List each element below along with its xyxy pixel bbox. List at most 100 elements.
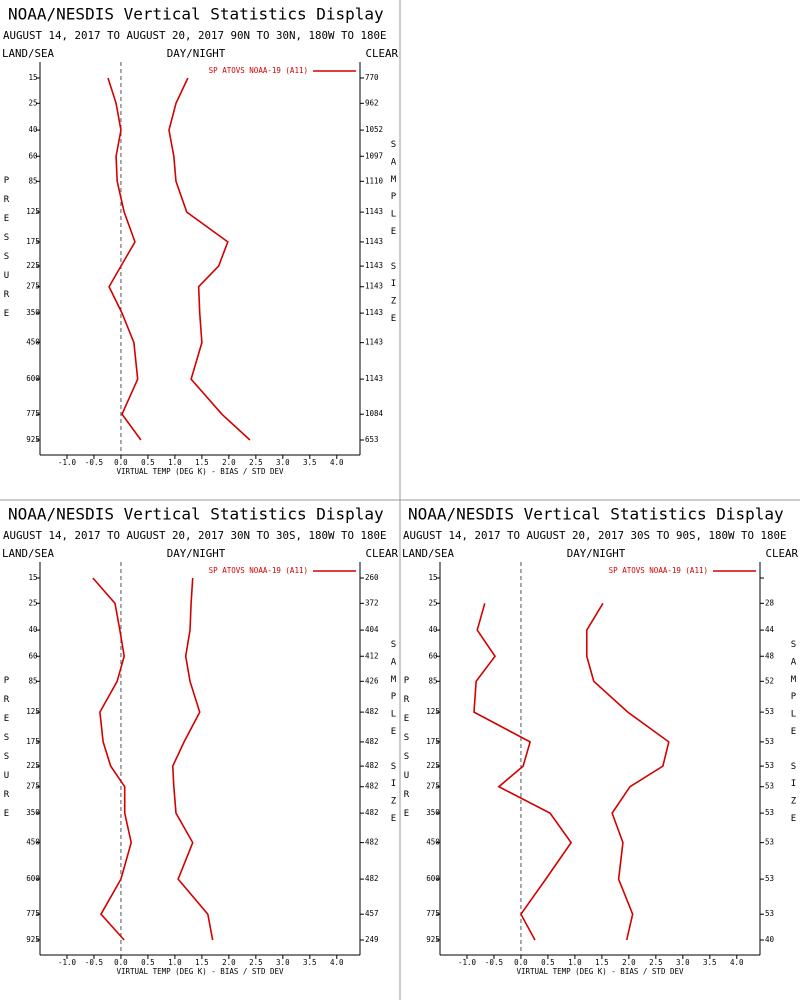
x-tick-label: 2.0 — [622, 958, 636, 967]
chart-subtitle: AUGUST 14, 2017 TO AUGUST 20, 2017 30S T… — [403, 529, 787, 542]
sample-size-label: 260 — [365, 573, 379, 582]
y-tick-label: 85 — [428, 676, 437, 685]
y-tick-label: 450 — [426, 838, 440, 847]
clear-label: CLEAR — [365, 47, 398, 60]
x-tick-label: 3.5 — [303, 458, 317, 467]
panel: NOAA/NESDIS Vertical Statistics Display A… — [2, 5, 399, 477]
std-dev-line — [585, 602, 670, 941]
sample-size-label: 1143 — [365, 338, 383, 347]
sample-size-label: 53 — [765, 737, 774, 746]
chart-title: NOAA/NESDIS Vertical Statistics Display — [8, 5, 384, 24]
x-tick-label: 2.0 — [222, 958, 236, 967]
y-axis-label: PRESSURE — [2, 176, 12, 328]
x-tick-label: 1.0 — [168, 458, 182, 467]
y-tick-label: 15 — [28, 573, 37, 582]
day-night-label: DAY/NIGHT — [567, 547, 626, 560]
y-tick-label: 40 — [28, 125, 38, 134]
x-tick-label: 4.0 — [730, 958, 744, 967]
sample-size-label: 1143 — [365, 374, 383, 383]
x-tick-label: 3.5 — [703, 958, 717, 967]
bias-line — [92, 577, 133, 941]
chart-subtitle: AUGUST 14, 2017 TO AUGUST 20, 2017 30N T… — [3, 529, 387, 542]
sample-size-label: 404 — [365, 625, 379, 634]
legend-label: SP ATOVS NOAA-19 (A11) — [209, 566, 308, 575]
y-tick-label: 25 — [28, 598, 37, 607]
x-tick-label: -1.0 — [58, 458, 77, 467]
x-tick-label: 1.5 — [595, 958, 609, 967]
y-axis-label: PRESSURE — [2, 676, 12, 828]
x-tick-label: 4.0 — [330, 458, 344, 467]
sample-size-label: 457 — [365, 909, 379, 918]
panel: NOAA/NESDIS Vertical Statistics Display A… — [402, 505, 799, 977]
sample-size-label: 1143 — [365, 282, 383, 291]
x-tick-label: 0.0 — [514, 958, 528, 967]
y-tick-label: 775 — [426, 909, 440, 918]
x-tick-label: 1.5 — [195, 458, 209, 467]
sample-size-label: 48 — [765, 651, 775, 660]
y-tick-label: 925 — [26, 435, 40, 444]
legend-label: SP ATOVS NOAA-19 (A11) — [609, 566, 708, 575]
sample-size-label: 482 — [365, 782, 379, 791]
x-tick-label: -1.0 — [458, 958, 477, 967]
y-tick-label: 775 — [26, 409, 40, 418]
y-tick-label: 85 — [28, 176, 37, 185]
sample-size-label: 962 — [365, 98, 379, 107]
x-tick-label: 3.0 — [676, 958, 690, 967]
y-tick-label: 225 — [26, 761, 40, 770]
x-axis-label: VIRTUAL TEMP (DEG K) - BIAS / STD DEV — [516, 967, 684, 976]
x-tick-label: -0.5 — [85, 958, 103, 967]
sample-size-label: 482 — [365, 737, 379, 746]
x-axis-label: VIRTUAL TEMP (DEG K) - BIAS / STD DEV — [116, 467, 284, 476]
y-tick-label: 60 — [28, 651, 38, 660]
x-tick-label: -0.5 — [485, 958, 503, 967]
x-tick-label: 0.0 — [114, 958, 128, 967]
sample-size-label: 53 — [765, 808, 774, 817]
sample-size-label: 426 — [365, 676, 379, 685]
sample-size-label: 1110 — [365, 176, 384, 185]
x-tick-label: 0.5 — [541, 958, 555, 967]
y-tick-label: 600 — [26, 874, 40, 883]
land-sea-label: LAND/SEA — [2, 47, 55, 60]
y-tick-label: 85 — [28, 676, 37, 685]
x-tick-label: 3.0 — [276, 458, 290, 467]
x-tick-label: 0.5 — [141, 958, 155, 967]
y-tick-label: 275 — [26, 782, 40, 791]
bias-line — [473, 603, 573, 941]
y-tick-label: 175 — [26, 237, 40, 246]
y-tick-label: 925 — [26, 935, 40, 944]
sample-size-label: 1143 — [365, 261, 383, 270]
x-tick-label: 1.0 — [168, 958, 182, 967]
sample-size-label: 53 — [765, 707, 774, 716]
sample-size-label: 482 — [365, 707, 379, 716]
x-tick-label: 0.0 — [114, 458, 128, 467]
chart-subtitle: AUGUST 14, 2017 TO AUGUST 20, 2017 90N T… — [3, 29, 387, 42]
sample-size-label: 53 — [765, 761, 774, 770]
y2-axis-label: SAMPLE SIZE — [789, 640, 799, 831]
sample-size-label: 28 — [765, 598, 775, 607]
std-dev-line — [168, 77, 251, 441]
y-tick-label: 175 — [426, 737, 440, 746]
sample-size-label: 482 — [365, 874, 379, 883]
y2-axis-label: SAMPLE SIZE — [389, 640, 399, 831]
sample-size-label: 482 — [365, 761, 379, 770]
y-tick-label: 125 — [26, 707, 40, 716]
sample-size-label: 1097 — [365, 151, 383, 160]
y-tick-label: 450 — [26, 338, 40, 347]
x-axis-label: VIRTUAL TEMP (DEG K) - BIAS / STD DEV — [116, 967, 284, 976]
sample-size-label: 1084 — [365, 409, 384, 418]
y-tick-label: 350 — [426, 808, 440, 817]
y-tick-label: 450 — [26, 838, 40, 847]
y-tick-label: 275 — [26, 282, 40, 291]
x-tick-label: 4.0 — [330, 958, 344, 967]
y-tick-label: 15 — [428, 573, 437, 582]
y2-axis-label: SAMPLE SIZE — [389, 140, 399, 331]
x-tick-label: 3.0 — [276, 958, 290, 967]
y-tick-label: 275 — [426, 782, 440, 791]
y-tick-label: 350 — [26, 308, 40, 317]
legend-label: SP ATOVS NOAA-19 (A11) — [209, 66, 308, 75]
y-tick-label: 40 — [428, 625, 438, 634]
clear-label: CLEAR — [765, 547, 798, 560]
day-night-label: DAY/NIGHT — [167, 547, 226, 560]
sample-size-label: 53 — [765, 874, 774, 883]
